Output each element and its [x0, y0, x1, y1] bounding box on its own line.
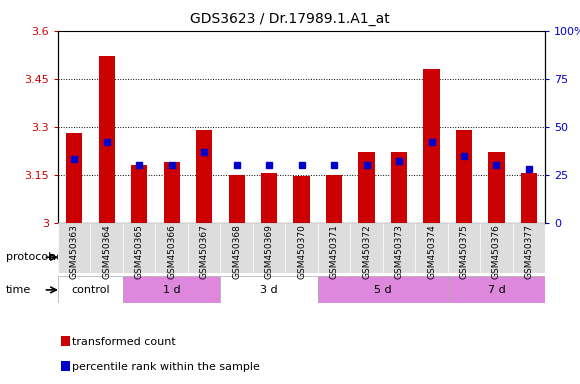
Bar: [423, 69, 440, 223]
Bar: [196, 130, 212, 223]
Text: GSM450368: GSM450368: [232, 224, 241, 279]
Bar: [99, 56, 115, 223]
FancyBboxPatch shape: [123, 244, 545, 271]
Text: GSM450376: GSM450376: [492, 224, 501, 279]
Bar: [229, 175, 245, 223]
Bar: [164, 162, 180, 223]
FancyBboxPatch shape: [123, 223, 155, 273]
FancyBboxPatch shape: [220, 276, 318, 303]
Text: GSM450370: GSM450370: [297, 224, 306, 279]
Bar: [131, 165, 147, 223]
Bar: [293, 176, 310, 223]
Bar: [391, 152, 407, 223]
FancyBboxPatch shape: [448, 223, 480, 273]
FancyBboxPatch shape: [253, 223, 285, 273]
FancyBboxPatch shape: [513, 223, 545, 273]
Text: 7 d: 7 d: [488, 285, 505, 295]
Text: GSM450373: GSM450373: [394, 224, 404, 279]
FancyBboxPatch shape: [90, 223, 123, 273]
Text: 1 d: 1 d: [163, 285, 180, 295]
Text: GSM450365: GSM450365: [135, 224, 144, 279]
Text: protocol: protocol: [6, 252, 51, 262]
FancyBboxPatch shape: [318, 276, 448, 303]
Bar: [488, 152, 505, 223]
Text: time: time: [6, 285, 31, 295]
Bar: [261, 173, 277, 223]
FancyBboxPatch shape: [285, 223, 318, 273]
Bar: [66, 133, 82, 223]
Bar: [326, 175, 342, 223]
Text: control: control: [71, 285, 110, 295]
FancyBboxPatch shape: [448, 276, 545, 303]
Text: transformed count: transformed count: [72, 337, 176, 347]
Text: not amputated: not amputated: [49, 252, 132, 262]
Text: amputated: amputated: [303, 252, 365, 262]
Text: GSM450371: GSM450371: [329, 224, 339, 279]
FancyBboxPatch shape: [415, 223, 448, 273]
FancyBboxPatch shape: [350, 223, 383, 273]
Bar: [358, 152, 375, 223]
FancyBboxPatch shape: [123, 276, 220, 303]
Bar: [456, 130, 472, 223]
Text: GSM450369: GSM450369: [264, 224, 274, 279]
FancyBboxPatch shape: [188, 223, 220, 273]
FancyBboxPatch shape: [58, 276, 123, 303]
FancyBboxPatch shape: [318, 223, 350, 273]
Text: GSM450363: GSM450363: [70, 224, 79, 279]
Text: GSM450364: GSM450364: [102, 224, 111, 279]
FancyBboxPatch shape: [480, 223, 513, 273]
Text: percentile rank within the sample: percentile rank within the sample: [72, 362, 260, 372]
FancyBboxPatch shape: [58, 223, 90, 273]
Text: GSM450366: GSM450366: [167, 224, 176, 279]
FancyBboxPatch shape: [58, 244, 123, 271]
Text: 5 d: 5 d: [374, 285, 392, 295]
Text: GSM450367: GSM450367: [200, 224, 209, 279]
FancyBboxPatch shape: [155, 223, 188, 273]
Text: GSM450374: GSM450374: [427, 224, 436, 279]
FancyBboxPatch shape: [383, 223, 415, 273]
Text: GDS3623 / Dr.17989.1.A1_at: GDS3623 / Dr.17989.1.A1_at: [190, 12, 390, 25]
Text: GSM450375: GSM450375: [459, 224, 469, 279]
Text: GSM450377: GSM450377: [524, 224, 534, 279]
FancyBboxPatch shape: [220, 223, 253, 273]
Text: 3 d: 3 d: [260, 285, 278, 295]
Bar: [521, 173, 537, 223]
Text: GSM450372: GSM450372: [362, 224, 371, 279]
